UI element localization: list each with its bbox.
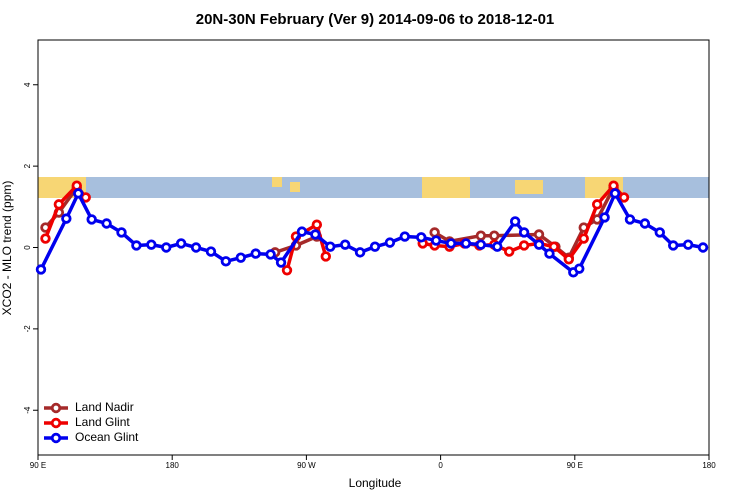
map-land [290,182,300,192]
data-point [578,233,589,244]
data-point [668,240,679,251]
data-point [639,218,651,229]
data-point [311,219,323,230]
data-point [445,238,457,249]
data-point [146,239,157,250]
data-point [574,263,585,274]
data-point [624,214,636,225]
x-tick-label: 90 E [30,461,46,470]
data-point [416,232,427,243]
data-point [489,230,500,241]
data-point [697,242,709,253]
legend-label: Ocean Glint [75,430,139,444]
x-tick-label: 90 E [567,461,583,470]
data-point [205,246,217,257]
data-point [190,242,202,253]
data-point [61,213,72,224]
data-point [250,248,261,259]
data-point [131,240,142,251]
map-strip [38,177,709,198]
data-point [460,238,472,249]
y-tick-label: 4 [23,82,32,87]
data-point [296,226,308,237]
y-tick-label: 0 [23,245,32,250]
data-point [310,229,321,240]
y-tick-label: 2 [23,163,32,168]
data-point [53,199,65,210]
data-point [325,241,336,252]
data-point [384,237,396,248]
data-point [369,241,381,252]
map-land [515,180,543,194]
data-point [618,192,630,203]
data-point [475,230,487,241]
chart-title: 20N-30N February (Ver 9) 2014-09-06 to 2… [196,11,555,28]
x-tick-label: 0 [438,461,443,470]
data-point [116,227,127,238]
legend-label: Land Nadir [75,400,134,414]
map-land [272,177,282,187]
x-axis-label: Longitude [349,476,402,490]
data-point [609,188,621,199]
x-tick-label: 180 [166,461,180,470]
x-tick-label: 90 W [297,461,316,470]
data-point [40,233,51,244]
data-point [71,180,82,191]
data-point [354,247,366,258]
data-point [281,265,293,276]
data-point [86,214,97,225]
data-point [599,212,610,223]
y-tick-label: -2 [23,325,32,333]
data-point [430,235,442,246]
data-point [35,264,47,275]
data-point [265,249,276,260]
data-point [320,251,331,262]
map-land [422,177,470,198]
data-point [563,254,575,265]
data-point [399,231,411,242]
y-tick-label: -4 [23,406,32,414]
data-point [509,216,521,227]
data-point [533,229,545,240]
y-axis-label: XCO2 - MLO trend (ppm) [0,181,14,316]
data-point [503,246,515,257]
data-point [608,180,619,191]
data-point [161,242,172,253]
data-point [101,218,112,229]
x-tick-label: 180 [702,461,716,470]
data-point [591,199,603,210]
data-point [518,227,530,238]
data-point [275,257,287,268]
data-point [544,248,555,259]
data-point [475,239,487,250]
data-point [533,239,545,250]
data-point [220,256,232,267]
data-point [339,239,351,250]
data-point [429,227,440,238]
data-point [175,238,187,249]
data-point [518,240,530,251]
data-point [492,241,503,252]
data-point [548,241,560,252]
data-point [682,239,694,250]
legend-label: Land Glint [75,415,130,429]
legend-marker [50,432,62,444]
legend-marker [50,417,62,429]
data-point [235,252,246,263]
data-point [73,188,84,199]
data-point [654,227,665,238]
legend-marker [50,402,62,414]
